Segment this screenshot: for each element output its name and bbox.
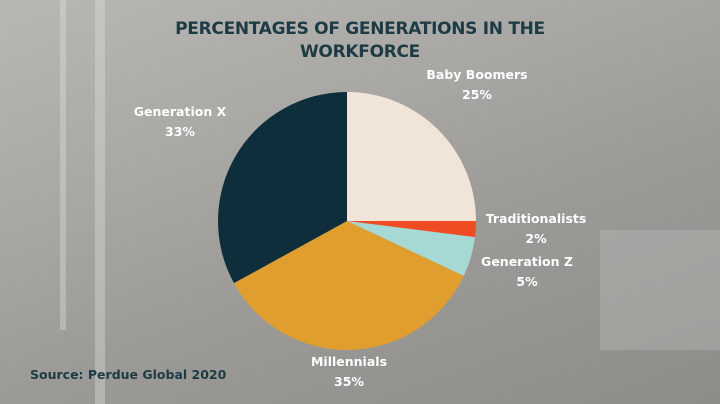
slice-label-traditionalists: Traditionalists 2% — [486, 209, 587, 249]
pie-slice-millennials — [233, 221, 464, 350]
slice-label-value: 25% — [462, 87, 492, 102]
chart-title-line: WORKFORCE — [299, 42, 420, 62]
slice-label-name: Traditionalists — [485, 211, 587, 226]
pie-slice-traditionalists — [347, 221, 476, 238]
slice-label-generation-z: Generation Z 5% — [481, 252, 573, 292]
pie-slice-generation-z — [347, 221, 475, 276]
background-furniture — [600, 230, 720, 350]
slice-label-value: 5% — [516, 274, 538, 289]
chart-title-line: PERCENTAGES OF GENERATIONS IN THE — [175, 19, 545, 39]
pie-slice-baby-boomers — [347, 92, 476, 221]
chart-source: Source: Perdue Global 2020 — [30, 367, 227, 382]
slice-label-name: Generation Z — [481, 254, 573, 269]
slice-label-generation-x: Generation X 33% — [134, 102, 226, 142]
slice-label-millennials: Millennials 35% — [311, 352, 387, 392]
slice-label-value: 35% — [334, 374, 364, 389]
slice-label-baby-boomers: Baby Boomers 25% — [426, 65, 527, 105]
slice-label-name: Baby Boomers — [426, 67, 528, 82]
slice-label-value: 33% — [165, 124, 195, 139]
pie-slice-generation-x — [218, 92, 347, 284]
slice-label-name: Millennials — [310, 354, 388, 369]
slice-label-value: 2% — [525, 231, 547, 246]
slice-label-name: Generation X — [133, 104, 227, 119]
chart-title: PERCENTAGES OF GENERATIONS IN THE WORKFO… — [0, 18, 720, 64]
window-frame — [60, 0, 66, 330]
window-frame — [95, 0, 105, 404]
